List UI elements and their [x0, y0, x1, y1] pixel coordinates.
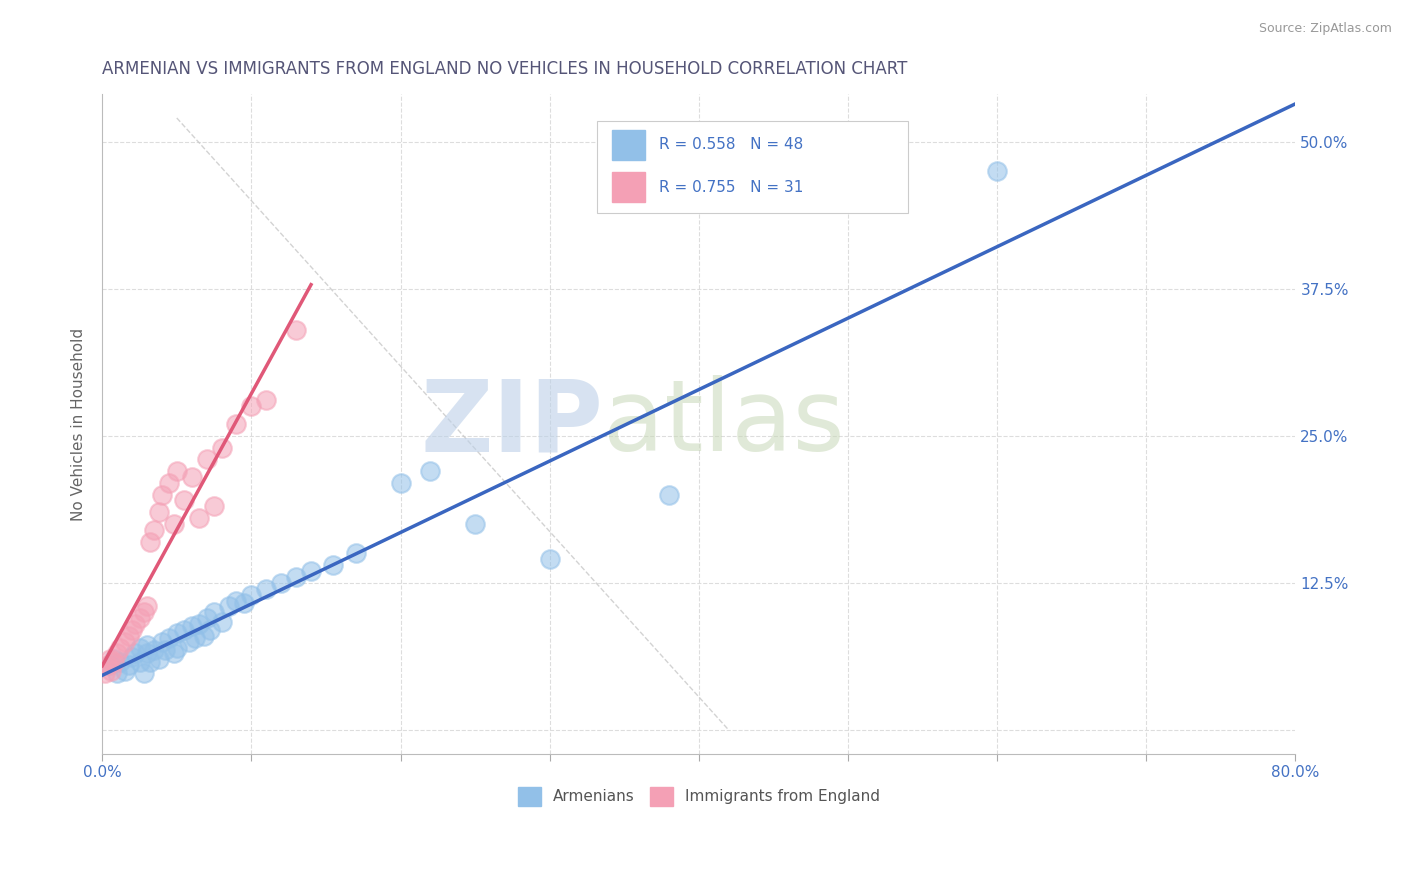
Point [218, 599, 240, 614]
Point [124, 617, 146, 632]
Point [132, 666, 155, 681]
Bar [612, 172, 645, 202]
Text: ARMENIAN VS IMMIGRANTS FROM ENGLAND NO VEHICLES IN HOUSEHOLD CORRELATION CHART: ARMENIAN VS IMMIGRANTS FROM ENGLAND NO V… [103, 60, 908, 78]
Point [389, 475, 412, 490]
Point [103, 655, 125, 669]
Point [254, 582, 277, 596]
Point [148, 505, 170, 519]
Point [285, 323, 308, 337]
Y-axis label: No Vehicles in Household: No Vehicles in Household [72, 327, 86, 521]
Point [299, 564, 322, 578]
Point [211, 441, 233, 455]
Point [225, 593, 247, 607]
Point [240, 400, 263, 414]
Point [132, 605, 155, 619]
Point [153, 643, 176, 657]
Point [114, 664, 136, 678]
Point [419, 464, 441, 478]
Point [188, 511, 211, 525]
Point [195, 611, 218, 625]
Point [118, 658, 141, 673]
Point [464, 516, 486, 531]
Point [658, 487, 681, 501]
Point [180, 619, 202, 633]
Bar [612, 130, 645, 160]
Point [94, 666, 117, 681]
Point [157, 631, 180, 645]
Point [198, 623, 221, 637]
Point [108, 655, 131, 669]
Point [270, 575, 292, 590]
Point [285, 570, 308, 584]
Point [180, 470, 202, 484]
Point [193, 629, 215, 643]
Point [139, 655, 162, 669]
Legend: Armenians, Immigrants from England: Armenians, Immigrants from England [512, 780, 886, 812]
Point [103, 652, 125, 666]
Point [108, 640, 131, 655]
Point [128, 611, 150, 625]
Point [322, 558, 344, 573]
Point [121, 650, 143, 665]
Point [166, 464, 188, 478]
Point [150, 634, 173, 648]
Point [98, 652, 121, 666]
Point [173, 623, 195, 637]
Point [225, 417, 247, 431]
FancyBboxPatch shape [598, 120, 908, 213]
Point [105, 666, 128, 681]
Point [163, 516, 186, 531]
Point [166, 626, 188, 640]
Point [136, 599, 159, 614]
Point [254, 393, 277, 408]
Point [177, 634, 200, 648]
Point [105, 647, 128, 661]
Text: R = 0.558   N = 48: R = 0.558 N = 48 [659, 137, 804, 153]
Point [240, 588, 263, 602]
Point [97, 658, 120, 673]
Point [163, 647, 186, 661]
Point [136, 638, 159, 652]
Text: ZIP: ZIP [420, 376, 603, 473]
Point [173, 493, 195, 508]
Point [118, 629, 141, 643]
Point [986, 164, 1008, 178]
Point [344, 546, 367, 560]
Point [188, 617, 211, 632]
Point [150, 487, 173, 501]
Point [124, 647, 146, 661]
Point [202, 500, 225, 514]
Point [538, 552, 561, 566]
Point [139, 534, 162, 549]
Point [166, 640, 188, 655]
Point [128, 640, 150, 655]
Point [148, 652, 170, 666]
Point [143, 643, 166, 657]
Point [232, 596, 254, 610]
Point [98, 658, 121, 673]
Point [128, 655, 150, 669]
Point [157, 475, 180, 490]
Text: Source: ZipAtlas.com: Source: ZipAtlas.com [1258, 22, 1392, 36]
Point [143, 523, 166, 537]
Text: atlas: atlas [603, 376, 845, 473]
Point [100, 664, 122, 678]
Point [202, 605, 225, 619]
Point [195, 452, 218, 467]
Point [211, 615, 233, 629]
Point [121, 623, 143, 637]
Point [183, 631, 205, 645]
Text: R = 0.755   N = 31: R = 0.755 N = 31 [659, 179, 804, 194]
Point [136, 647, 159, 661]
Point [114, 634, 136, 648]
